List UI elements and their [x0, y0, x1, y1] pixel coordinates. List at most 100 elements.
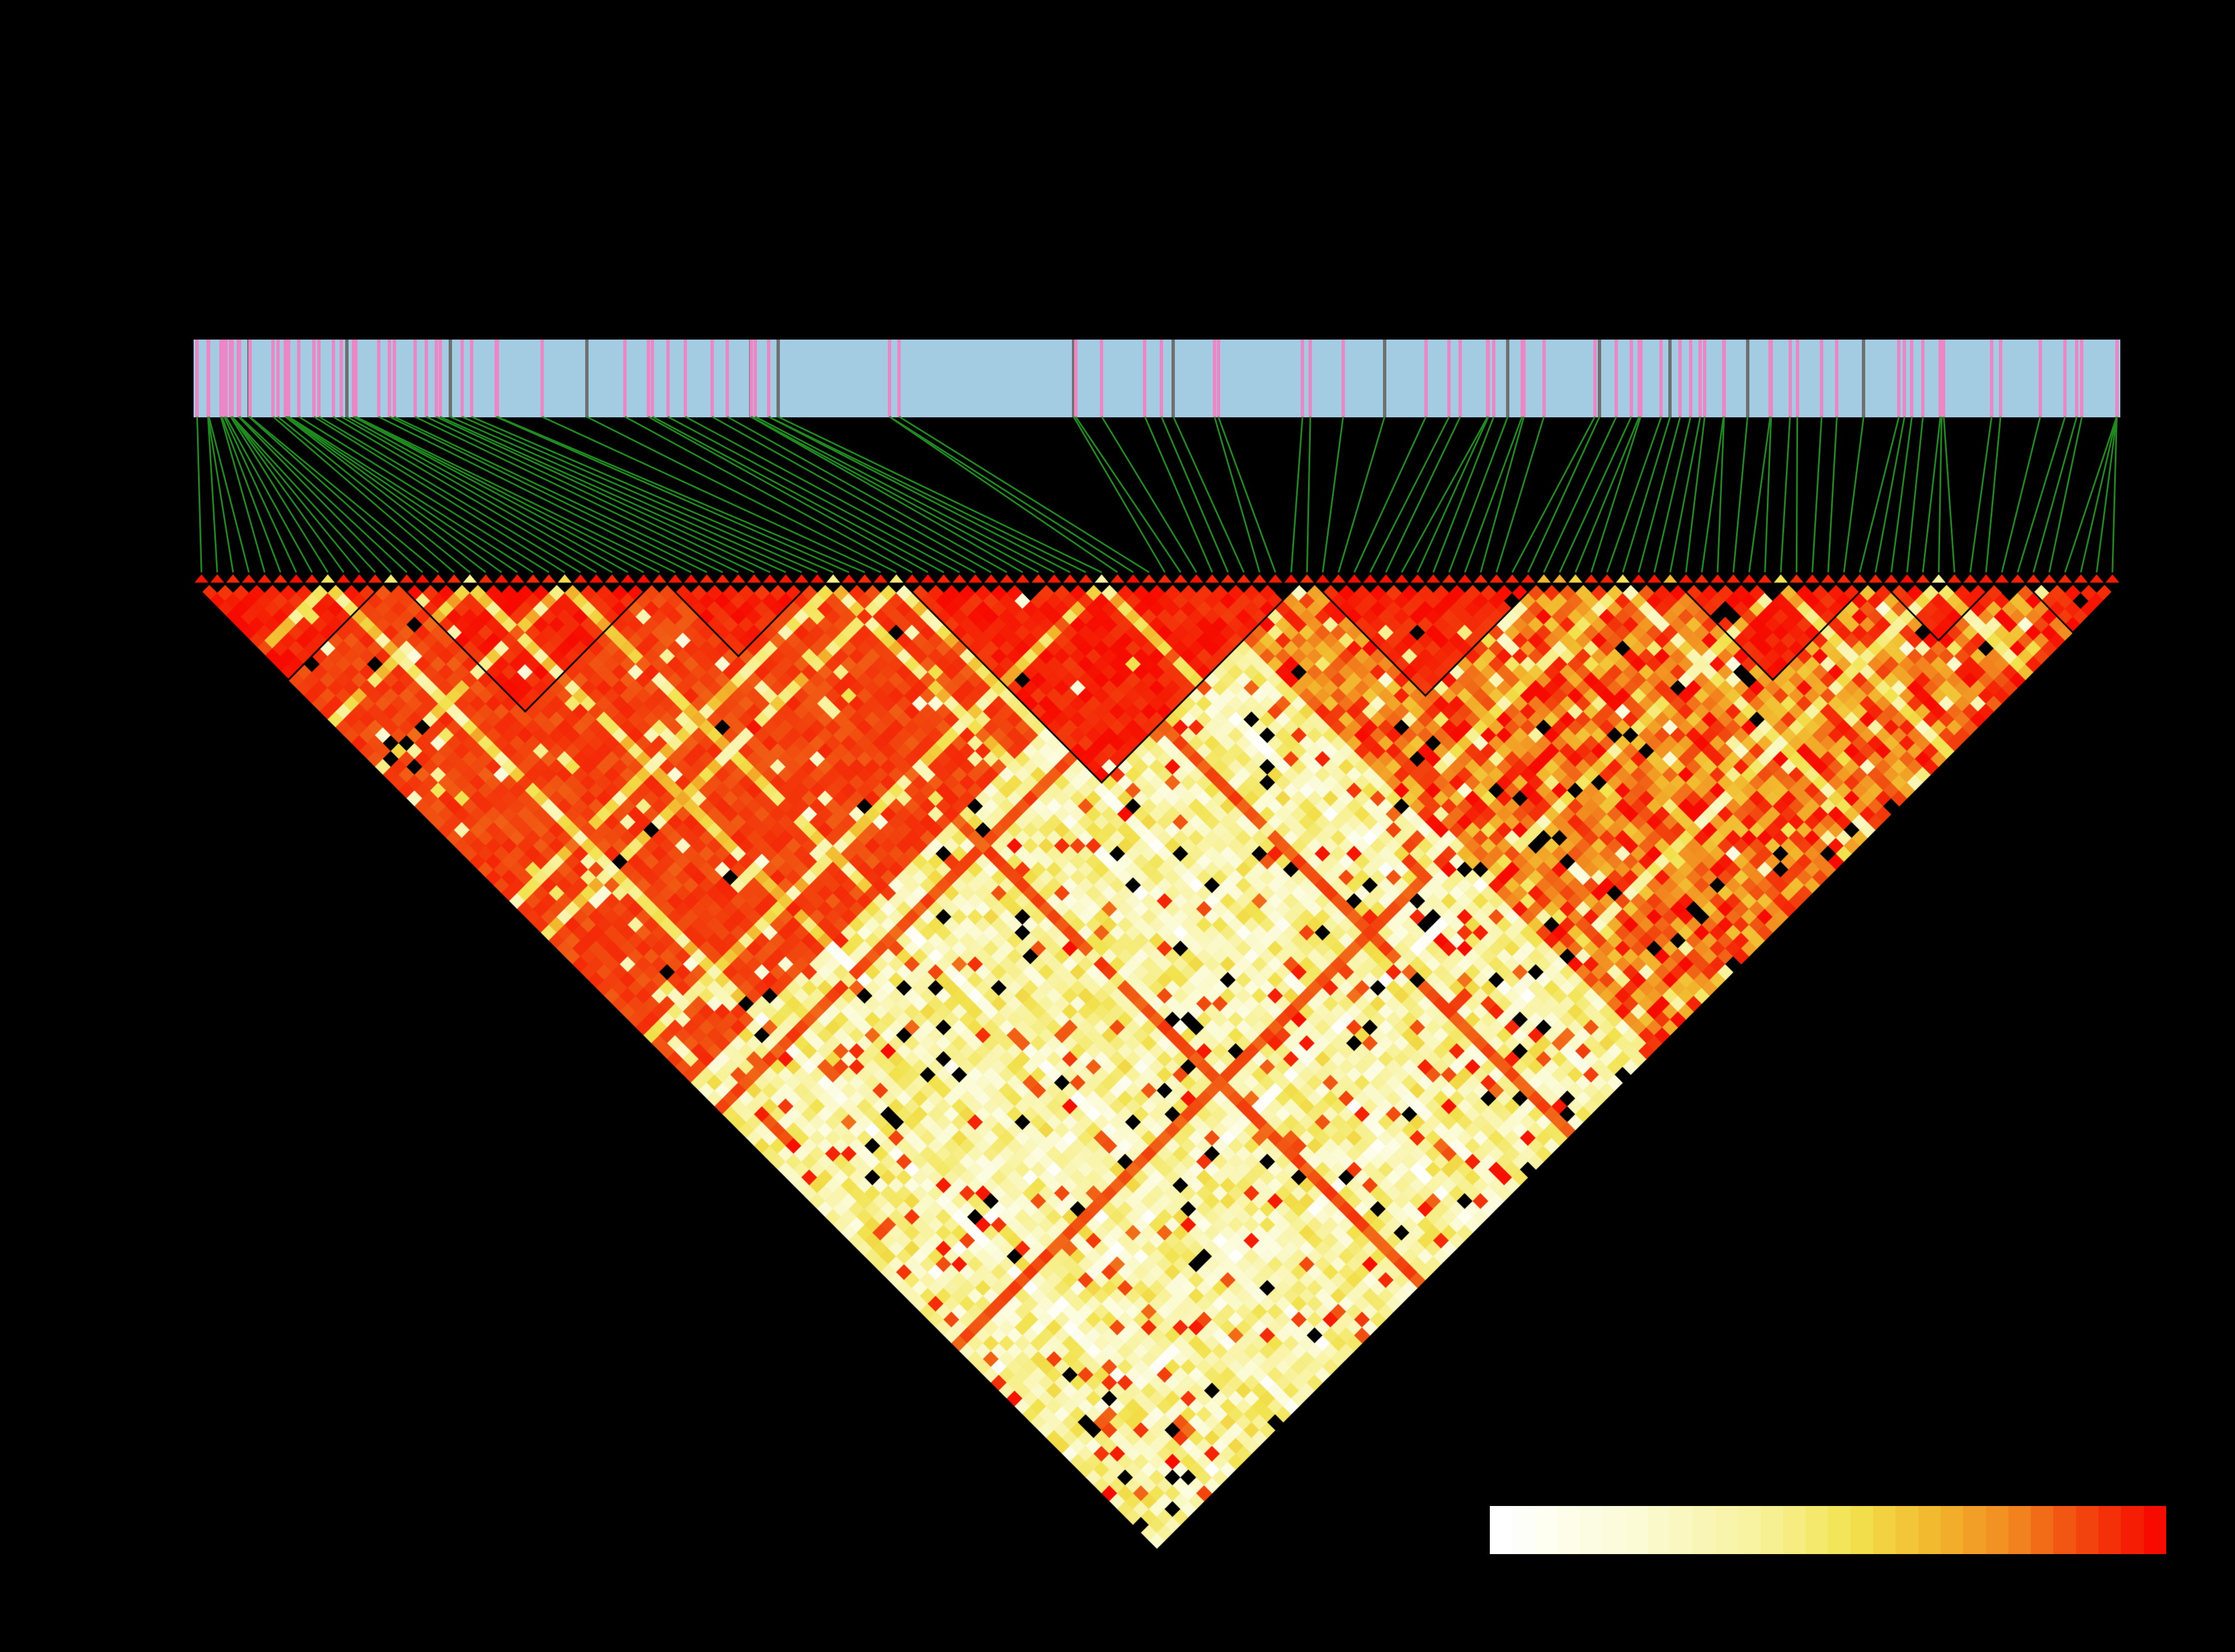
color-key-step	[1828, 1506, 1851, 1554]
connector-line	[231, 416, 345, 573]
connector-line	[471, 416, 834, 573]
connector-line	[355, 416, 676, 573]
connector-line	[389, 416, 708, 573]
snp-position-tick	[392, 340, 396, 417]
connector-line	[1417, 416, 1489, 573]
snp-position-tick	[651, 340, 655, 417]
snp-position-tick	[317, 340, 321, 417]
connector-line	[248, 416, 424, 573]
color-key	[1490, 1506, 2166, 1554]
connector-line	[624, 416, 913, 573]
connector-line	[332, 416, 597, 573]
color-key-step	[2121, 1506, 2144, 1554]
snp-position-tick	[1862, 340, 1866, 417]
connector-line	[393, 416, 723, 573]
snp-position-tick	[767, 340, 771, 417]
connector-line	[220, 416, 266, 573]
snp-position-tick	[585, 340, 589, 417]
snp-position-tick	[388, 340, 392, 417]
connector-line	[2001, 416, 2041, 573]
snp-position-tick	[1703, 340, 1707, 417]
connector-line	[230, 416, 329, 573]
connector-line	[352, 416, 644, 573]
ld-triangle-heatmap	[194, 568, 2121, 1565]
snp-position-tick	[195, 340, 199, 417]
snp-position-tick	[271, 340, 275, 417]
snp-position-tick	[1458, 340, 1462, 417]
connector-line	[1353, 416, 1427, 573]
connector-line	[1217, 416, 1277, 573]
connector-line	[2111, 416, 2118, 573]
connector-line	[1511, 416, 1596, 573]
snp-position-tick	[1447, 340, 1451, 417]
snp-position-tick	[460, 340, 464, 417]
snp-position-tick	[1698, 340, 1702, 417]
snp-position-tick	[248, 340, 252, 417]
snp-position-tick	[1598, 340, 1602, 417]
snp-position-tick	[1795, 340, 1799, 417]
connector-line	[1338, 416, 1386, 573]
connector-line	[272, 416, 455, 573]
connector-line	[426, 416, 755, 573]
snp-position-tick	[1903, 340, 1907, 417]
snp-position-tick	[1486, 340, 1490, 417]
connector-line	[1385, 416, 1461, 573]
snp-position-tick	[1788, 340, 1792, 417]
color-key-step	[1490, 1506, 1513, 1554]
connector-line	[685, 416, 976, 573]
connector-line	[231, 416, 376, 573]
connector-line	[1890, 416, 1913, 573]
snp-position-tick	[710, 340, 714, 417]
snp-position-tick	[1678, 340, 1682, 417]
connector-line	[288, 416, 534, 573]
connector-line	[1811, 416, 1823, 573]
connector-line	[1685, 416, 1706, 573]
snp-position-tick	[238, 340, 242, 417]
connector-line	[2032, 416, 2078, 573]
connector-line	[652, 416, 944, 573]
snp-position-tick	[2063, 340, 2067, 417]
color-key-step	[1738, 1506, 1761, 1554]
connector-line	[1075, 416, 1182, 573]
connector-line	[1969, 416, 1993, 573]
color-key-step	[2143, 1506, 2166, 1554]
snp-position-tick	[1520, 340, 1524, 417]
color-key-step	[1782, 1506, 1806, 1554]
connector-line	[313, 416, 566, 573]
connector-line	[1173, 416, 1245, 573]
color-key-step	[1963, 1506, 1986, 1554]
snp-position-tick	[1820, 340, 1824, 417]
connector-line	[586, 416, 897, 573]
snp-position-tick	[1382, 340, 1386, 417]
connector-line	[1464, 416, 1523, 573]
color-key-step	[1895, 1506, 1918, 1554]
connector-line	[1732, 416, 1749, 573]
connector-line	[755, 416, 1055, 573]
color-key-step	[2053, 1506, 2076, 1554]
snp-position-tick	[725, 340, 729, 417]
snp-position-tick	[1910, 340, 1914, 417]
snp-position-tick	[434, 340, 438, 417]
connector-line	[1306, 416, 1311, 573]
connector-line	[415, 416, 739, 573]
snp-position-tick	[1542, 340, 1546, 417]
snp-position-tick	[224, 340, 228, 417]
connector-line	[2048, 416, 2083, 573]
snp-position-tick	[340, 340, 344, 417]
connector-line	[249, 416, 439, 573]
snp-position-tick	[1769, 340, 1773, 417]
color-key-step	[1625, 1506, 1648, 1554]
color-key-step	[1535, 1506, 1558, 1554]
snp-position-tick	[540, 340, 544, 417]
connector-line	[225, 416, 313, 573]
snp-position-tick	[2080, 340, 2084, 417]
connector-line	[1606, 416, 1662, 573]
connector-line	[196, 416, 203, 573]
snp-position-tick	[1341, 340, 1345, 417]
connector-line	[286, 416, 502, 573]
snp-position-tick	[377, 340, 380, 417]
connector-line	[1922, 416, 1941, 573]
connector-line	[285, 416, 487, 573]
connector-line	[238, 416, 392, 573]
snp-position-tick	[623, 340, 627, 417]
